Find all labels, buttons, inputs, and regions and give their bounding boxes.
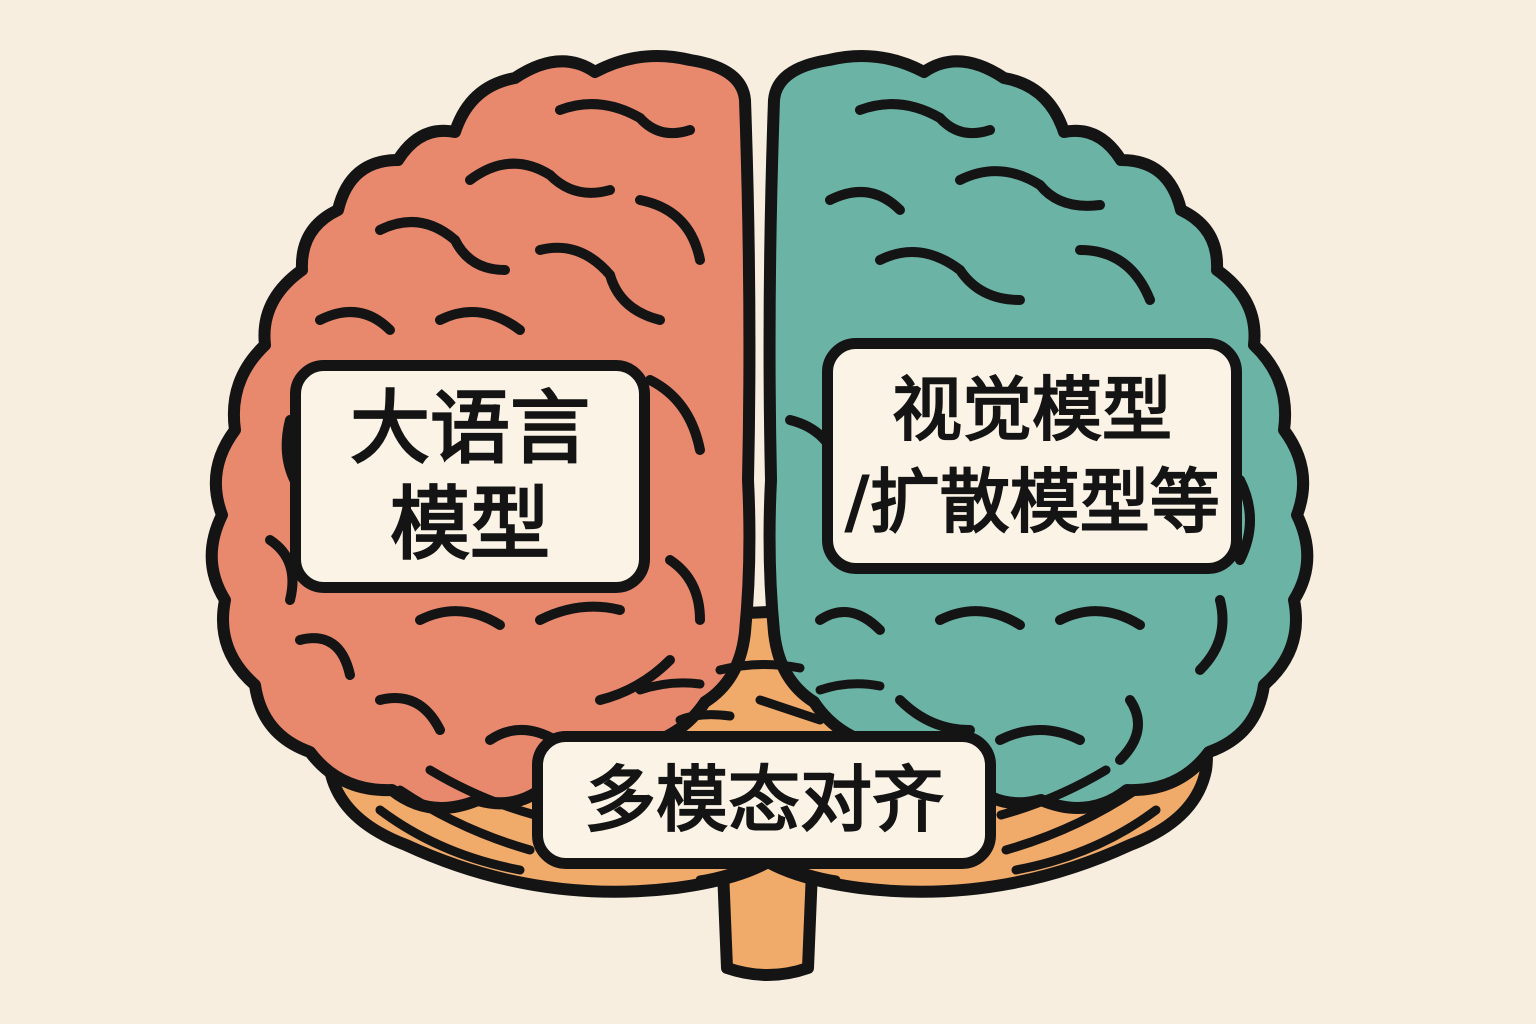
left-brain-folds bbox=[265, 99, 705, 745]
vision-label-line-2: /扩散模型等 bbox=[844, 461, 1220, 543]
alignment-label: 多模态对齐 bbox=[583, 758, 944, 842]
alignment-label-box: 多模态对齐 bbox=[532, 731, 996, 869]
vision-label-line-1: 视觉模型 bbox=[892, 369, 1172, 451]
llm-label-line-2: 模型 bbox=[390, 477, 550, 571]
cerebellum-lines bbox=[375, 659, 1161, 885]
llm-label-box: 大语言 模型 bbox=[290, 360, 650, 593]
vision-label-box: 视觉模型 /扩散模型等 bbox=[822, 338, 1242, 574]
llm-label-line-1: 大语言 bbox=[350, 381, 590, 475]
